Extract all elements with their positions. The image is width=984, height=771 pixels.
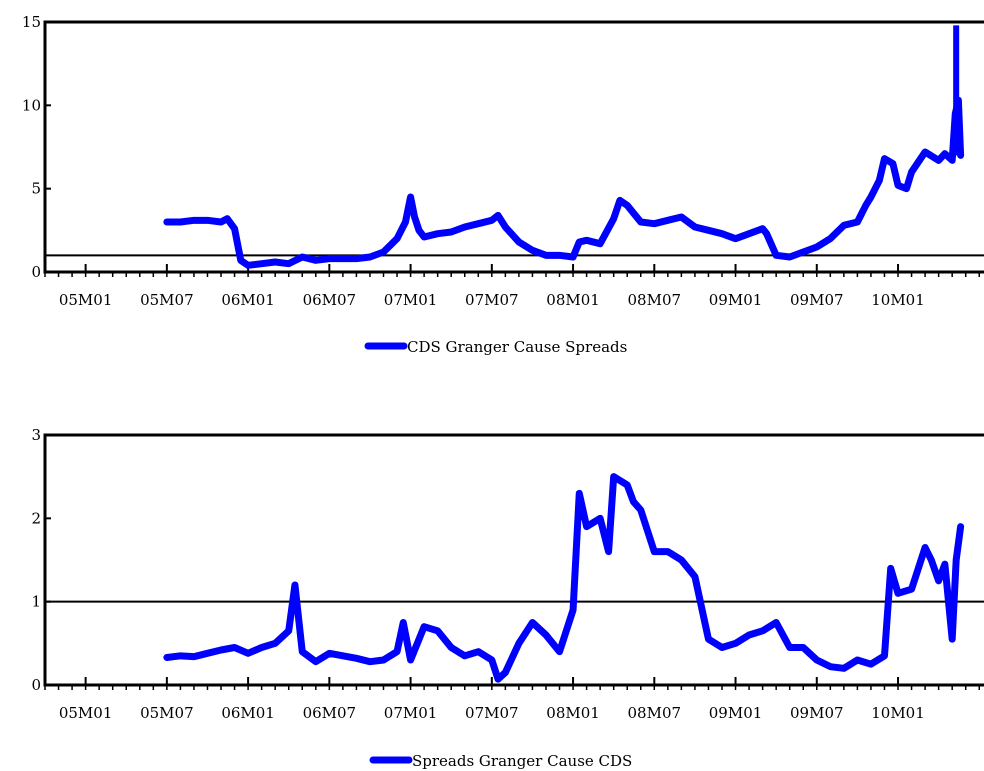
y-tick-label: 10 (22, 96, 41, 114)
legend-label: Spreads Granger Cause CDS (412, 752, 632, 770)
y-tick-label: 0 (31, 263, 41, 281)
plot-frame (43, 20, 984, 274)
x-tick-label: 06M01 (221, 704, 275, 722)
y-tick-label: 1 (31, 593, 41, 611)
x-tick-label: 09M01 (709, 291, 763, 309)
chart-panel-cds-granger-cause-spreads: 0 5 10 15 05M01 05M07 06M01 06M07 07M01 07M07 08M… (22, 13, 984, 356)
x-tick-label: 06M07 (303, 704, 357, 722)
x-tick-label: 09M01 (709, 704, 763, 722)
legend-label: CDS Granger Cause Spreads (407, 338, 627, 356)
x-tick-label: 08M01 (546, 704, 600, 722)
x-tick-label: 08M01 (546, 291, 600, 309)
x-tick-label: 07M07 (465, 704, 519, 722)
series-line (163, 473, 965, 683)
x-tick-label: 07M01 (384, 291, 438, 309)
x-tick-label: 09M07 (790, 704, 844, 722)
legend: Spreads Granger Cause CDS (369, 752, 632, 770)
x-tick-label: 06M01 (221, 291, 275, 309)
x-tick-label: 05M01 (59, 291, 113, 309)
x-tick-label: 05M01 (59, 704, 113, 722)
x-tick-label: 10M01 (871, 291, 925, 309)
y-tick-label: 0 (31, 676, 41, 694)
x-tick-label: 08M07 (628, 291, 682, 309)
legend: CDS Granger Cause Spreads (364, 338, 627, 356)
x-tick-label: 10M01 (871, 704, 925, 722)
x-tick-label: 08M07 (628, 704, 682, 722)
x-tick-label: 07M01 (384, 704, 438, 722)
y-tick-label: 3 (31, 426, 41, 444)
x-tick-label: 07M07 (465, 291, 519, 309)
x-tick-label: 09M07 (790, 291, 844, 309)
chart-panel-spreads-granger-cause-cds: 0 1 2 3 05M01 05M07 06M01 06M07 07M01 07M07 08M01… (31, 426, 984, 770)
y-tick-label: 2 (31, 509, 41, 527)
series-line (163, 96, 965, 269)
x-tick-label: 05M07 (140, 704, 194, 722)
plot-frame (43, 433, 984, 687)
x-tick-label: 06M07 (303, 291, 357, 309)
y-tick-label: 5 (31, 180, 41, 198)
x-tick-label: 05M07 (140, 291, 194, 309)
y-tick-label: 15 (22, 13, 41, 31)
